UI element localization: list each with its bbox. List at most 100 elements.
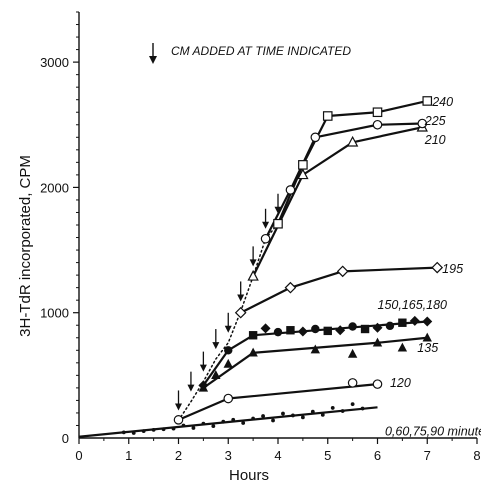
cm-addition-arrow	[237, 281, 245, 302]
x-tick-label: 4	[274, 448, 281, 463]
cm-addition-arrow	[224, 312, 232, 333]
data-point	[397, 342, 408, 352]
series-1-line	[178, 383, 378, 421]
data-point	[311, 324, 320, 334]
data-point	[346, 135, 359, 147]
series-0-line	[78, 406, 378, 438]
arrow-head	[274, 206, 282, 214]
data-point	[131, 431, 136, 435]
series-label: 210	[424, 133, 446, 147]
arrow-head	[187, 384, 195, 392]
data-point	[261, 414, 265, 418]
cm-addition-arrow	[187, 371, 195, 392]
data-point	[298, 160, 308, 170]
data-point	[385, 321, 395, 331]
data-point	[171, 426, 176, 431]
cm-addition-arrow	[199, 351, 207, 372]
addition-arrows	[175, 193, 282, 411]
series-3-markers	[198, 315, 433, 391]
data-point	[151, 427, 156, 432]
data-point	[211, 370, 221, 380]
series-labels: 0,60,75,90 minutes 120 135 150,165,180 195 21…	[378, 95, 481, 439]
data-point	[297, 168, 309, 180]
series-6-markers	[260, 118, 428, 244]
data-point	[422, 316, 433, 327]
series-label: 135	[417, 341, 438, 355]
data-point	[248, 331, 258, 340]
series-1-markers	[173, 378, 383, 425]
data-point	[224, 346, 233, 355]
data-point	[348, 322, 357, 331]
common-growth-curve	[177, 222, 279, 422]
data-point	[273, 327, 283, 337]
data-point	[372, 119, 383, 130]
arrow-head	[175, 403, 182, 411]
axes: 0 1 2 3 4 5 6 7 8 0 1000 2000 3000	[40, 11, 481, 463]
series-label: 0,60,75,90 minutes	[385, 425, 481, 439]
data-point	[310, 132, 321, 143]
data-point	[335, 325, 346, 336]
data-point	[234, 306, 247, 319]
data-point	[310, 344, 321, 354]
series-label: 195	[442, 262, 463, 276]
series-label: 120	[390, 376, 411, 390]
data-point	[372, 379, 383, 389]
data-point	[350, 402, 355, 407]
arrow-head	[249, 259, 257, 267]
arrow-head	[224, 325, 232, 333]
cm-addition-arrow	[175, 390, 182, 411]
data-point	[201, 421, 206, 426]
cm-addition-arrow	[249, 246, 257, 267]
data-point	[322, 111, 333, 121]
data-point	[223, 393, 234, 404]
cm-addition-arrow	[262, 208, 270, 229]
x-tick-label: 3	[225, 448, 232, 463]
series-7-markers	[273, 96, 433, 229]
data-point	[121, 430, 126, 435]
y-axis-title: 3H-TdR incorporated, CPM	[17, 155, 34, 337]
data-point	[372, 322, 383, 333]
x-tick-label: 6	[374, 448, 381, 463]
arrow-head	[237, 294, 245, 302]
data-point	[291, 413, 295, 418]
series-4-markers	[234, 261, 444, 319]
data-point	[286, 326, 295, 335]
data-point	[422, 332, 432, 342]
y-tick-label: 1000	[40, 306, 69, 321]
y-tick-label: 0	[62, 431, 69, 446]
data-point	[285, 185, 296, 195]
data-point	[323, 326, 332, 336]
data-point	[372, 337, 383, 347]
data-point	[248, 347, 258, 357]
cm-addition-arrow	[274, 193, 282, 214]
arrow-head	[212, 342, 220, 350]
arrow-head	[262, 221, 270, 229]
y-tick-label: 3000	[40, 55, 69, 70]
data-point	[241, 421, 246, 425]
data-point	[417, 118, 428, 129]
data-point	[422, 96, 433, 106]
data-point	[271, 418, 275, 423]
series-5-markers	[247, 120, 428, 281]
data-point	[273, 218, 283, 229]
data-markers	[121, 96, 444, 435]
data-point	[260, 233, 271, 244]
annotation-arrow-icon	[149, 43, 157, 64]
data-point	[161, 427, 166, 432]
data-point	[347, 348, 358, 358]
data-point	[398, 318, 407, 327]
x-tick-label: 2	[175, 448, 182, 463]
annotation-text: CM ADDED AT TIME INDICATED	[171, 44, 351, 58]
series-label: 150,165,180	[378, 298, 448, 312]
data-point	[372, 107, 383, 118]
data-point	[221, 419, 226, 424]
data-point	[409, 315, 420, 326]
x-tick-label: 8	[473, 448, 480, 463]
data-point	[310, 409, 315, 414]
x-tick-label: 7	[424, 448, 431, 463]
data-point	[347, 378, 358, 388]
data-point	[300, 415, 305, 420]
series-label: 240	[431, 95, 453, 109]
cm-addition-arrow	[212, 329, 220, 350]
data-point	[431, 261, 444, 274]
